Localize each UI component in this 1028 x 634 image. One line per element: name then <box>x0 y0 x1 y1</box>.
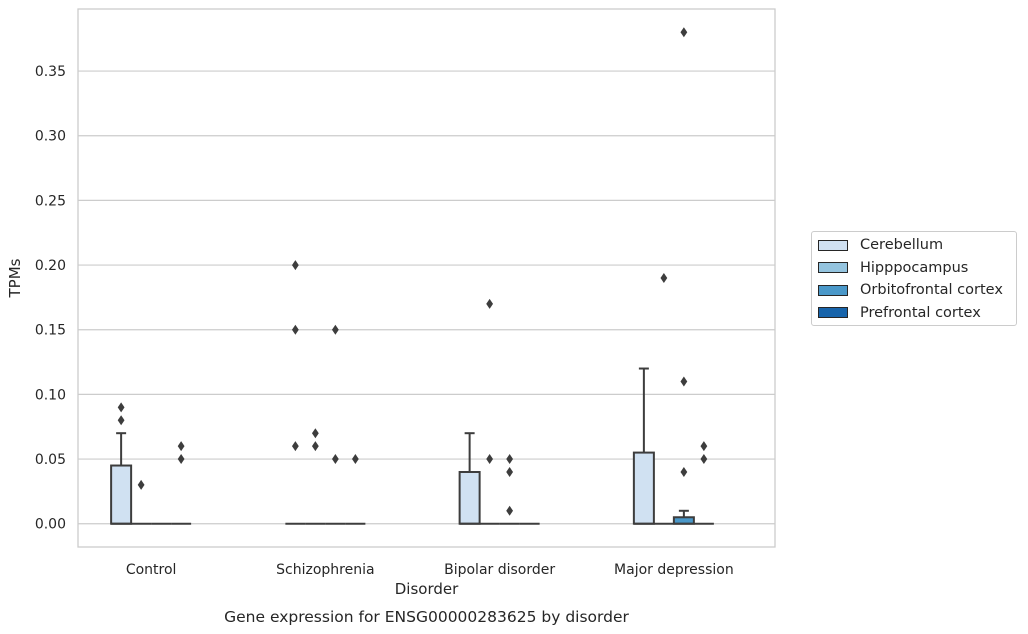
x-axis-label: Disorder <box>395 580 459 598</box>
outlier-point <box>680 466 688 477</box>
legend-item: Orbitofrontal cortex <box>818 281 1003 299</box>
legend-item: Cerebellum <box>818 236 943 254</box>
box-body <box>458 470 481 525</box>
legend-label: Prefrontal cortex <box>860 304 981 321</box>
plot-area-frame <box>77 8 776 548</box>
outlier-point <box>486 454 494 465</box>
box-groups <box>110 27 714 525</box>
outlier-point <box>117 402 125 413</box>
box-hipppocampus <box>131 479 152 525</box>
outlier-point <box>700 441 708 452</box>
legend-label: Hipppocampus <box>860 259 969 276</box>
outlier-point <box>177 441 185 452</box>
legend-swatch <box>818 284 848 296</box>
y-tick-label: 0.20 <box>35 258 66 274</box>
outlier-point <box>331 324 339 335</box>
legend-item: Prefrontal cortex <box>818 304 981 322</box>
box-orbitofrontal-cortex <box>325 324 346 525</box>
outlier-point <box>117 415 125 426</box>
outlier-point <box>700 454 708 465</box>
box-cerebellum <box>458 432 481 525</box>
outlier-point <box>177 454 185 465</box>
outlier-point <box>291 324 299 335</box>
legend: Cerebellum Hipppocampus Orbitofrontal cort… <box>811 231 1017 326</box>
y-tick-label: 0.10 <box>35 387 66 403</box>
box-prefrontal-cortex <box>345 454 366 525</box>
outlier-point <box>486 298 494 309</box>
box-hipppocampus <box>653 273 674 525</box>
legend-label: Cerebellum <box>860 237 944 253</box>
outlier-point <box>680 27 688 38</box>
y-tick-label: 0.05 <box>35 452 66 468</box>
outlier-point <box>311 428 319 439</box>
outlier-point <box>660 273 668 283</box>
chart-title: Gene expression for ENSG00000283625 by d… <box>224 608 629 626</box>
outlier-point <box>291 441 299 452</box>
box-cerebellum <box>632 367 655 525</box>
outlier-point <box>506 505 514 516</box>
grid-lines <box>78 70 775 525</box>
y-axis-ticks: 0.00 0.05 0.10 0.15 0.20 0.25 0.30 0.35 <box>35 64 66 533</box>
box-prefrontal-cortex <box>171 441 192 525</box>
outlier-point <box>506 454 514 465</box>
y-tick-label: 0.30 <box>35 129 66 145</box>
x-tick-label: Schizophrenia <box>276 562 374 578</box>
y-tick-label: 0.25 <box>35 193 66 209</box>
x-tick-label: Major depression <box>614 562 734 578</box>
legend-label: Orbitofrontal cortex <box>860 282 1003 298</box>
box-body <box>110 464 133 525</box>
box-orbitofrontal-cortex <box>499 454 520 525</box>
outlier-point <box>680 376 688 387</box>
legend-swatch <box>818 239 848 251</box>
outlier-point <box>291 260 299 271</box>
outlier-point <box>311 441 319 452</box>
box-body <box>632 451 655 525</box>
x-tick-label: Bipolar disorder <box>444 562 555 578</box>
box-prefrontal-cortex <box>693 441 714 525</box>
legend-swatch <box>818 262 848 273</box>
box-cerebellum <box>285 260 306 525</box>
legend-swatch <box>818 307 848 318</box>
box-cerebellum <box>110 402 133 525</box>
y-axis-label: TPMs <box>6 258 24 298</box>
box-orbitofrontal-cortex <box>672 27 695 525</box>
x-tick-label: Control <box>126 562 177 578</box>
box-hipppocampus <box>479 298 500 525</box>
y-tick-label: 0.35 <box>35 64 66 80</box>
y-tick-label: 0.00 <box>35 517 66 533</box>
outlier-point <box>331 454 339 465</box>
legend-item: Hipppocampus <box>818 259 968 277</box>
outlier-point <box>506 466 514 477</box>
outlier-point <box>351 454 359 465</box>
x-axis-ticks: Control Schizophrenia Bipolar disorder Majo… <box>126 562 734 578</box>
outlier-point <box>137 479 145 490</box>
box-hipppocampus <box>305 428 326 525</box>
y-tick-label: 0.15 <box>35 323 66 339</box>
